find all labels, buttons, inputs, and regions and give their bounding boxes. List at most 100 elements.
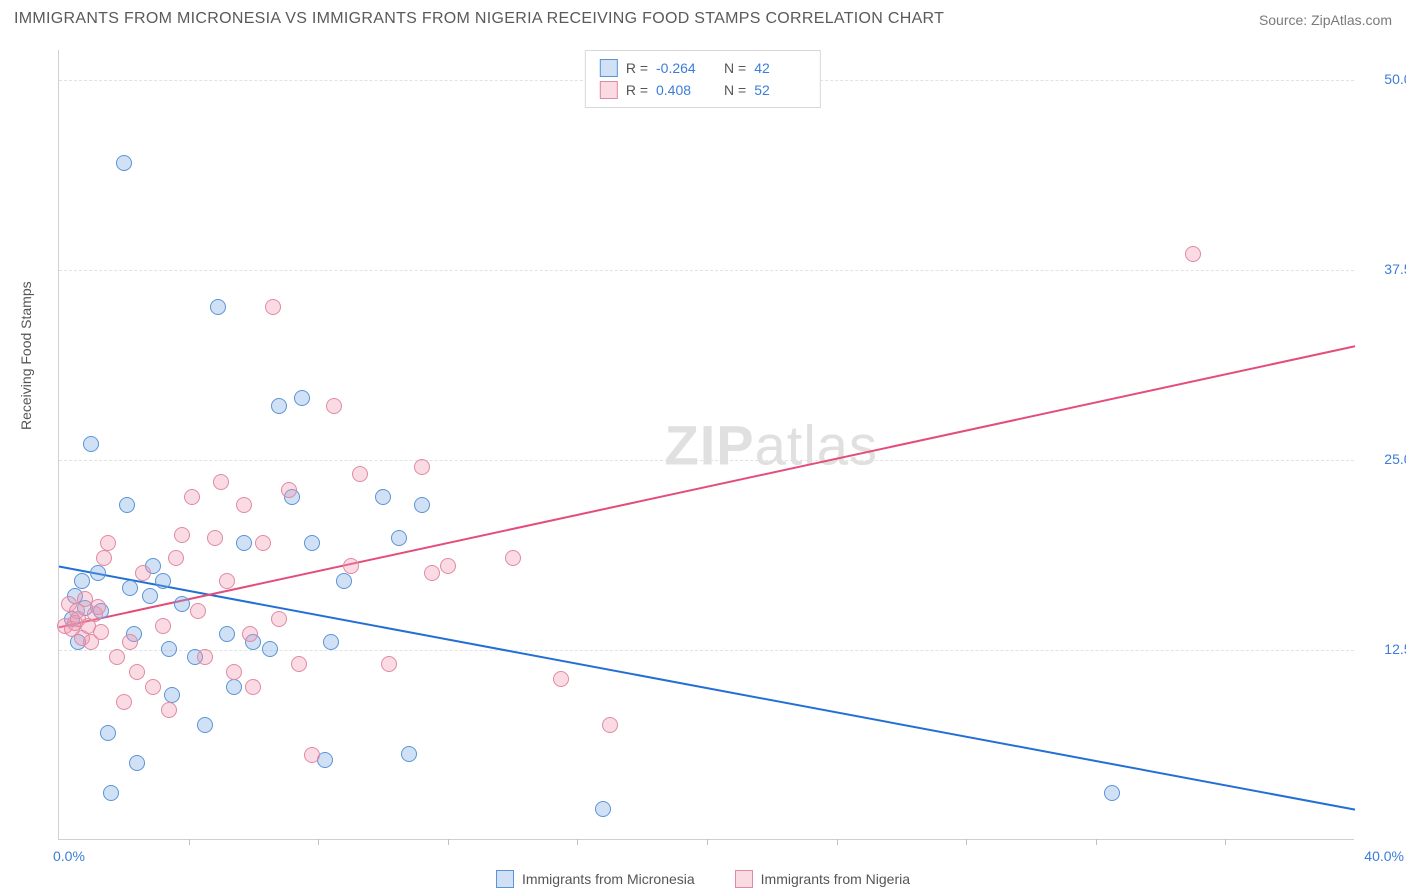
plot-area: ZIPatlas 12.5%25.0%37.5%50.0%0.0%40.0% — [58, 50, 1354, 840]
scatter-point — [190, 603, 206, 619]
y-tick-label: 50.0% — [1384, 71, 1406, 87]
scatter-point — [161, 702, 177, 718]
scatter-point — [155, 573, 171, 589]
legend-swatch — [600, 81, 618, 99]
x-tick-label: 40.0% — [1364, 848, 1404, 864]
correlation-legend: R =-0.264N =42R =0.408N =52 — [585, 50, 821, 108]
x-tick-mark — [837, 839, 838, 845]
scatter-point — [116, 694, 132, 710]
scatter-point — [424, 565, 440, 581]
scatter-point — [401, 746, 417, 762]
r-value: 0.408 — [656, 82, 708, 98]
scatter-point — [381, 656, 397, 672]
scatter-point — [343, 558, 359, 574]
scatter-point — [135, 565, 151, 581]
scatter-point — [219, 573, 235, 589]
x-tick-mark — [577, 839, 578, 845]
x-tick-label: 0.0% — [53, 848, 85, 864]
scatter-point — [129, 664, 145, 680]
scatter-point — [142, 588, 158, 604]
scatter-point — [213, 474, 229, 490]
scatter-point — [262, 641, 278, 657]
x-tick-mark — [1225, 839, 1226, 845]
scatter-point — [304, 535, 320, 551]
r-label: R = — [626, 82, 648, 98]
scatter-point — [174, 527, 190, 543]
scatter-point — [145, 679, 161, 695]
scatter-point — [505, 550, 521, 566]
scatter-point — [226, 679, 242, 695]
legend-label: Immigrants from Nigeria — [761, 871, 910, 887]
scatter-point — [119, 497, 135, 513]
scatter-point — [326, 398, 342, 414]
scatter-point — [168, 550, 184, 566]
chart-title: IMMIGRANTS FROM MICRONESIA VS IMMIGRANTS… — [14, 10, 944, 28]
scatter-point — [375, 489, 391, 505]
source-label: Source: ZipAtlas.com — [1259, 12, 1392, 28]
scatter-point — [595, 801, 611, 817]
scatter-point — [271, 611, 287, 627]
n-label: N = — [724, 60, 746, 76]
scatter-point — [96, 550, 112, 566]
scatter-point — [197, 717, 213, 733]
scatter-point — [103, 785, 119, 801]
legend-item: Immigrants from Nigeria — [735, 870, 910, 888]
series-legend: Immigrants from Micronesia Immigrants fro… — [0, 870, 1406, 888]
trend-lines-layer — [59, 50, 1354, 839]
scatter-point — [255, 535, 271, 551]
scatter-point — [291, 656, 307, 672]
scatter-point — [129, 755, 145, 771]
scatter-point — [271, 398, 287, 414]
scatter-point — [236, 497, 252, 513]
scatter-point — [90, 565, 106, 581]
scatter-point — [116, 155, 132, 171]
legend-item: Immigrants from Micronesia — [496, 870, 695, 888]
scatter-point — [323, 634, 339, 650]
scatter-point — [164, 687, 180, 703]
scatter-point — [210, 299, 226, 315]
scatter-point — [83, 436, 99, 452]
scatter-point — [155, 618, 171, 634]
y-tick-label: 25.0% — [1384, 451, 1406, 467]
scatter-point — [197, 649, 213, 665]
scatter-point — [440, 558, 456, 574]
x-tick-mark — [1096, 839, 1097, 845]
scatter-point — [122, 634, 138, 650]
x-tick-mark — [966, 839, 967, 845]
x-tick-mark — [448, 839, 449, 845]
x-tick-mark — [189, 839, 190, 845]
legend-swatch — [735, 870, 753, 888]
scatter-point — [242, 626, 258, 642]
correlation-row: R =-0.264N =42 — [600, 57, 806, 79]
scatter-point — [602, 717, 618, 733]
trend-line — [59, 346, 1355, 627]
scatter-point — [184, 489, 200, 505]
chart-container: IMMIGRANTS FROM MICRONESIA VS IMMIGRANTS… — [0, 0, 1406, 892]
scatter-point — [219, 626, 235, 642]
correlation-row: R = 0.408 N = 52 — [600, 79, 806, 101]
scatter-point — [304, 747, 320, 763]
scatter-point — [391, 530, 407, 546]
scatter-point — [93, 624, 109, 640]
scatter-point — [109, 649, 125, 665]
y-tick-label: 12.5% — [1384, 641, 1406, 657]
scatter-point — [265, 299, 281, 315]
r-value: -0.264 — [656, 60, 708, 76]
x-tick-mark — [707, 839, 708, 845]
scatter-point — [236, 535, 252, 551]
n-label: N = — [724, 82, 746, 98]
scatter-point — [122, 580, 138, 596]
scatter-point — [90, 599, 106, 615]
scatter-point — [414, 497, 430, 513]
legend-swatch — [496, 870, 514, 888]
scatter-point — [100, 725, 116, 741]
scatter-point — [226, 664, 242, 680]
scatter-point — [100, 535, 116, 551]
scatter-point — [161, 641, 177, 657]
scatter-point — [352, 466, 368, 482]
legend-swatch — [600, 59, 618, 77]
y-tick-label: 37.5% — [1384, 261, 1406, 277]
y-axis-label: Receiving Food Stamps — [18, 281, 34, 430]
n-value: 52 — [754, 82, 806, 98]
scatter-point — [294, 390, 310, 406]
